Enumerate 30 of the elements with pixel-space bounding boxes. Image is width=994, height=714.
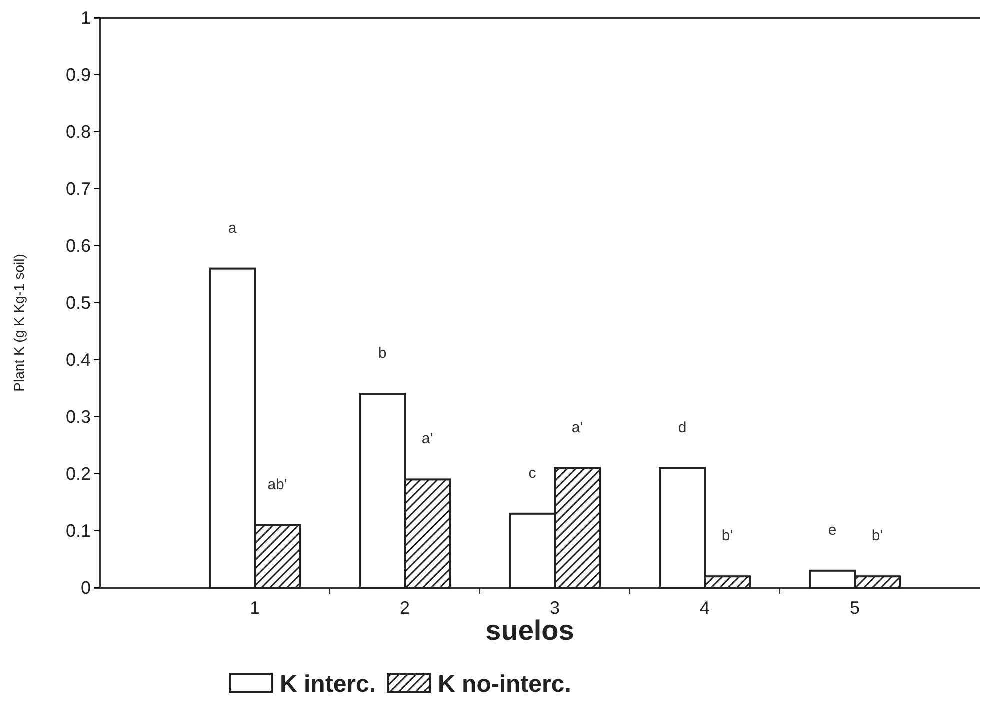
annotation: a' bbox=[572, 419, 584, 436]
annotation: d bbox=[678, 419, 687, 436]
annotation: c bbox=[528, 464, 537, 482]
y-axis-title: Plant K (g K Kg-1 soil) bbox=[11, 254, 27, 392]
annotation: b' bbox=[722, 528, 734, 545]
x-tick-label: 2 bbox=[400, 598, 410, 618]
annotation: a bbox=[228, 220, 238, 237]
x-tick-label: 5 bbox=[850, 598, 860, 618]
y-tick-label: 0.5 bbox=[66, 292, 91, 313]
y-tick-label: 0.3 bbox=[66, 406, 91, 427]
y-tick-label: 0.2 bbox=[66, 464, 91, 484]
x-tick-label: 1 bbox=[250, 598, 260, 618]
y-tick-label: 1 bbox=[80, 8, 91, 28]
y-tick-label: 0.9 bbox=[66, 64, 91, 85]
annotation: b bbox=[378, 345, 387, 362]
x-tick-label: 4 bbox=[700, 598, 710, 618]
y-tick-label: 0.7 bbox=[66, 178, 91, 199]
annotation: a' bbox=[422, 430, 434, 448]
annotation: e bbox=[828, 522, 837, 539]
y-tick-label: 0.6 bbox=[66, 236, 91, 256]
y-tick-label: 0.8 bbox=[66, 122, 91, 142]
x-axis-title: suelos bbox=[486, 615, 574, 646]
y-tick-label: 0.1 bbox=[66, 520, 91, 541]
x-tick-label: 3 bbox=[550, 598, 560, 618]
legend-label: K interc. bbox=[280, 671, 376, 698]
y-tick-label: 0 bbox=[80, 578, 91, 598]
y-tick-label: 0.4 bbox=[66, 350, 91, 370]
annotation: ab' bbox=[268, 476, 288, 494]
legend-label: K no-interc. bbox=[438, 671, 572, 698]
annotation: b' bbox=[872, 528, 884, 545]
